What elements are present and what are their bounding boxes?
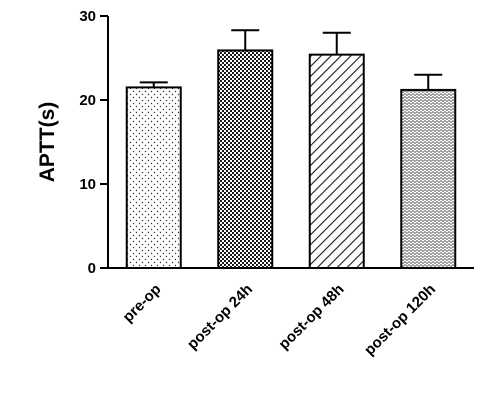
x-tick-label-0: pre-op	[120, 281, 165, 326]
bar-1	[217, 49, 274, 269]
x-tick-label-1: post-op 24h	[184, 281, 256, 353]
y-tick-label-3: 30	[79, 8, 96, 25]
y-ticks-layer: 0 10 20 30	[79, 8, 108, 277]
y-tick-label-2: 20	[79, 92, 96, 109]
bar-2	[308, 53, 365, 269]
x-labels-layer: pre-op post-op 24h post-op 48h post-op 120h	[120, 281, 440, 359]
y-tick-label-1: 10	[79, 176, 96, 193]
y-tick-label-0: 0	[88, 260, 96, 277]
x-tick-label-2: post-op 48h	[275, 281, 347, 353]
bars-layer	[125, 49, 457, 270]
y-axis-title: APTT(s)	[36, 102, 59, 183]
bar-0	[125, 86, 182, 270]
error-bars-layer	[139, 29, 443, 90]
bar-3	[400, 88, 457, 269]
x-tick-label-3: post-op 120h	[361, 281, 439, 359]
